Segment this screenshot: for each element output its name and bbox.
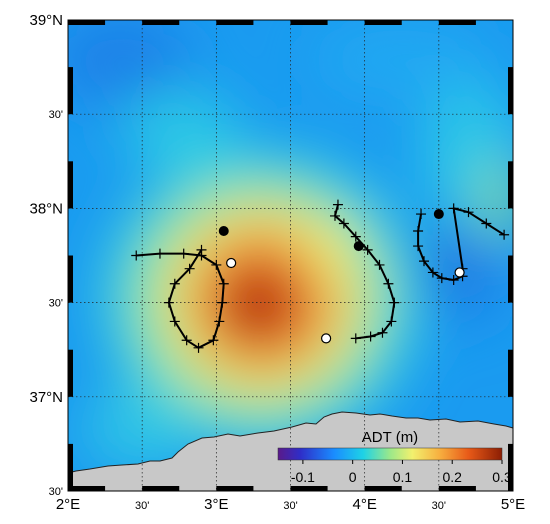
drifter-daily-mark [330,210,340,221]
colorbar-tick-label-3: 0.2 [442,469,462,485]
lon-tick-label-5: 30' [432,500,446,512]
drifter-track-1 [321,199,400,344]
frame-bottom-segment [438,486,476,491]
drifter-daily-mark [448,203,459,214]
lat-tick-label-5: 30' [49,486,63,498]
lon-tick-label-3: 30' [283,500,297,512]
frame-left-segment [68,443,73,491]
drifter-daily-mark [163,297,174,308]
drifter-daily-mark [481,218,492,229]
frame-top-segment [290,20,328,25]
drifter-daily-mark [169,278,180,289]
frame-left-segment [68,161,73,209]
drifter-daily-mark [211,259,222,270]
frame-right-segment [508,161,513,209]
colorbar-tick-label-4: 0.3 [492,469,512,485]
drifter-daily-mark [178,248,189,259]
frame-left-segment [68,349,73,397]
lat-tick-label-3: 30' [49,298,63,310]
drifter-daily-mark [419,256,429,267]
frame-right-segment [508,67,513,115]
lon-tick-label-4: 4°E [352,496,376,513]
drifter-daily-mark [374,259,385,270]
frame-top-segment [142,20,180,25]
colorbar-bar [277,447,503,461]
drifter-daily-mark [131,250,142,261]
drifter-daily-mark [365,331,376,342]
drifter-daily-mark [386,316,397,327]
drifter-track-line-0 [136,249,225,349]
drifter-daily-mark [350,231,361,242]
drifter-daily-mark [350,333,361,344]
lat-tick-label-0: 39°N [29,12,63,29]
drifter-daily-mark [154,248,165,259]
drifter-daily-mark [196,250,207,261]
drifter-daily-mark [214,316,225,327]
adt-field [68,20,513,491]
drifter-daily-mark [389,297,400,308]
drifter-daily-mark [436,273,447,284]
drifter-end-marker-2 [454,267,465,278]
drifter-daily-mark [184,263,195,274]
lat-tick-label-4: 37°N [29,389,63,406]
drifter-end-marker-0 [226,257,237,269]
drifter-daily-mark [338,218,349,229]
drifter-start-marker-1 [353,241,364,252]
drifter-daily-mark [217,297,228,308]
drifter-daily-mark [427,267,438,278]
frame-bottom-segment [290,486,328,491]
frame-left-segment [68,67,73,115]
lat-tick-label-1: 30' [49,109,63,121]
lon-tick-label-1: 30' [135,500,149,512]
lon-tick-label-2: 3°E [204,496,228,513]
drifter-daily-mark [413,226,424,237]
drifter-track-0 [131,226,237,353]
drifter-start-marker-0 [218,226,229,237]
drifter-daily-mark [193,342,204,353]
drifter-daily-mark [377,327,388,338]
colorbar-tick-label-1: 0 [349,469,357,485]
drifter-daily-mark [169,316,180,327]
colorbar-title: ADT (m) [362,429,418,446]
lon-tick-label-0: 2°E [56,496,80,513]
longitude-labels: 2°E 30' 3°E 30' 4°E 30' 5°E [56,496,525,513]
drifter-daily-mark [181,335,192,346]
lat-tick-label-2: 38°N [29,200,63,217]
colorbar-tick-label-0: -0.1 [291,469,315,485]
frame-left-segment [68,255,73,303]
drifter-track-2 [413,203,510,285]
drifter-daily-mark [332,199,343,210]
frame-top-segment [438,20,476,25]
frame-bottom-segment [68,486,106,491]
colorbar-ticks: -0.1 0 0.1 0.2 0.3 [291,460,512,485]
drifter-tracks [131,199,510,353]
colorbar-tick-label-2: 0.1 [393,469,413,485]
drifter-daily-mark [362,244,373,255]
frame-border-ticks [68,20,513,491]
drifter-daily-mark [208,335,219,346]
drifter-start-marker-2 [433,209,444,220]
drifter-end-marker-1 [321,333,332,344]
frame-bottom-segment [142,486,180,491]
frame-top-segment [216,20,254,25]
frame-top-segment [364,20,402,25]
frame-right-segment [508,349,513,397]
drifter-daily-mark [413,241,424,252]
drifter-daily-mark [448,274,459,285]
colorbar: ADT (m) -0.1 0 0.1 0.2 0.3 [277,429,512,485]
latitude-labels: 39°N 30' 38°N 30' 37°N 30' [29,12,63,498]
drifter-daily-mark [416,209,427,220]
frame-right-segment [508,443,513,491]
drifter-daily-mark [463,207,474,218]
lon-tick-label-6: 5°E [501,496,525,513]
graticule [68,20,513,491]
frame-top-segment [68,20,106,25]
drifter-daily-mark [383,278,394,289]
drifter-daily-mark [499,229,510,240]
frame-bottom-segment [364,486,402,491]
drifter-daily-mark [218,278,229,289]
frame-right-segment [508,255,513,303]
frame-bottom-segment [216,486,254,491]
